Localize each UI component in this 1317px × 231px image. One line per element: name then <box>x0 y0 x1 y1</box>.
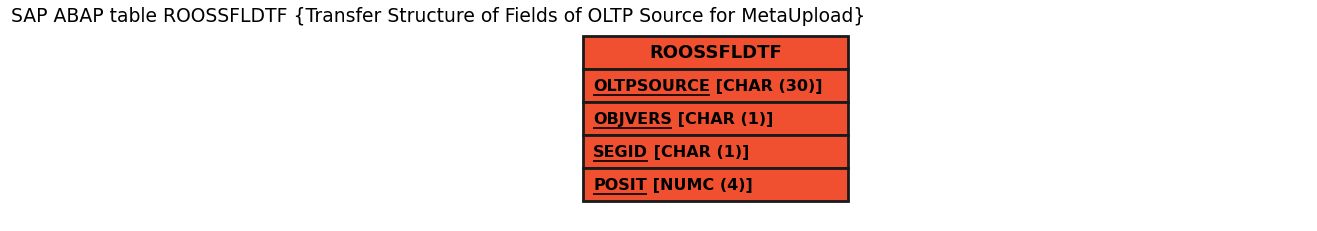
Bar <box>583 168 848 201</box>
Text: [CHAR (30)]: [CHAR (30)] <box>710 79 823 94</box>
Text: POSIT: POSIT <box>594 177 647 192</box>
Text: [CHAR (1)]: [CHAR (1)] <box>648 144 749 159</box>
Bar <box>583 135 848 168</box>
Text: SAP ABAP table ROOSSFLDTF {Transfer Structure of Fields of OLTP Source for MetaU: SAP ABAP table ROOSSFLDTF {Transfer Stru… <box>11 7 865 26</box>
Text: OLTPSOURCE: OLTPSOURCE <box>594 79 710 94</box>
Text: [NUMC (4)]: [NUMC (4)] <box>647 177 753 192</box>
Text: OBJVERS: OBJVERS <box>594 111 672 126</box>
Bar <box>583 70 848 102</box>
Bar <box>583 102 848 135</box>
Text: [CHAR (1)]: [CHAR (1)] <box>672 111 773 126</box>
Bar <box>583 36 848 70</box>
Text: SEGID: SEGID <box>594 144 648 159</box>
Text: ROOSSFLDTF: ROOSSFLDTF <box>649 44 782 62</box>
